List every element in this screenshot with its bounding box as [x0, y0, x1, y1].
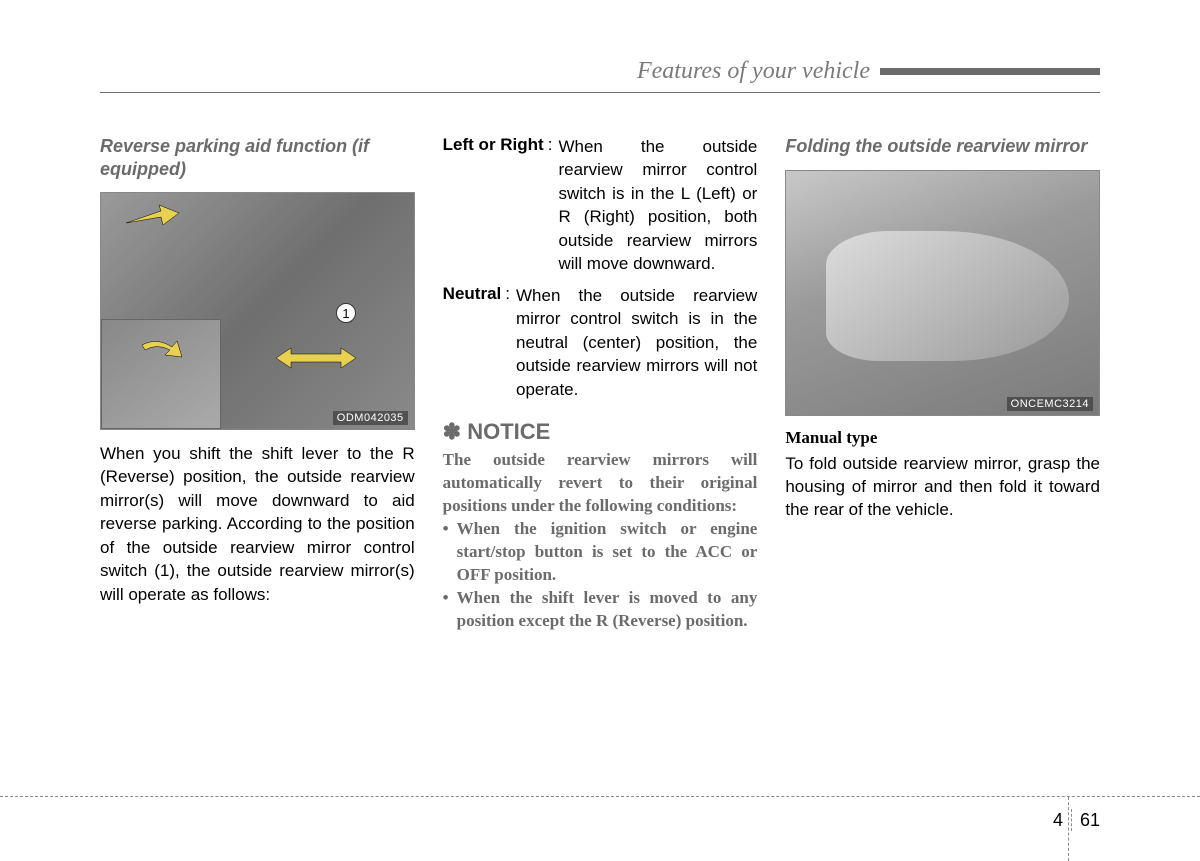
- page-number: 4 61: [1053, 809, 1100, 831]
- footer-rule: [0, 796, 1200, 797]
- col1-body: When you shift the shift lever to the R …: [100, 442, 415, 606]
- figure-code: ONCEMC3214: [1007, 397, 1093, 411]
- page-separator: [1071, 809, 1072, 831]
- column-1: Reverse parking aid function (if equippe…: [100, 135, 415, 632]
- figure-code: ODM042035: [333, 411, 408, 425]
- header-accent-bar: [880, 68, 1100, 75]
- colon: :: [505, 284, 516, 401]
- def-neutral: Neutral : When the outside rearview mirr…: [443, 284, 758, 401]
- def-desc: When the outside rearview mirror control…: [516, 284, 757, 401]
- curved-arrow-icon: [137, 335, 187, 370]
- column-2: Left or Right : When the outside rearvie…: [443, 135, 758, 632]
- colon: :: [548, 135, 559, 276]
- col1-figure: 1 ODM042035: [100, 192, 415, 430]
- def-term: Neutral: [443, 284, 506, 401]
- section-title: Features of your vehicle: [637, 58, 880, 85]
- def-term: Left or Right: [443, 135, 548, 276]
- notice-item: When the ignition switch or engine start…: [443, 518, 758, 587]
- col3-figure: ONCEMC3214: [785, 170, 1100, 416]
- notice-item: When the shift lever is moved to any pos…: [443, 587, 758, 633]
- arrow-icon: [121, 203, 181, 233]
- column-3: Folding the outside rearview mirror ONCE…: [785, 135, 1100, 632]
- col1-heading: Reverse parking aid function (if equippe…: [100, 135, 415, 180]
- notice-heading: ✽ NOTICE: [443, 419, 758, 445]
- callout-1: 1: [336, 303, 356, 323]
- col3-heading: Folding the outside rearview mirror: [785, 135, 1100, 158]
- notice-intro: The outside rearview mirrors will automa…: [443, 449, 758, 518]
- inset-image: [101, 319, 221, 429]
- mirror-shape: [826, 231, 1069, 361]
- col3-subheading: Manual type: [785, 428, 1100, 448]
- chapter-number: 4: [1053, 810, 1071, 831]
- content-columns: Reverse parking aid function (if equippe…: [100, 135, 1100, 632]
- page-header: Features of your vehicle: [100, 58, 1100, 85]
- col3-body: To fold outside rearview mirror, grasp t…: [785, 452, 1100, 522]
- notice-list: When the ignition switch or engine start…: [443, 518, 758, 633]
- header-rule: [100, 92, 1100, 93]
- page-number-value: 61: [1080, 810, 1100, 831]
- double-arrow-icon: [266, 338, 366, 378]
- def-left-right: Left or Right : When the outside rearvie…: [443, 135, 758, 276]
- def-desc: When the outside rearview mirror control…: [558, 135, 757, 276]
